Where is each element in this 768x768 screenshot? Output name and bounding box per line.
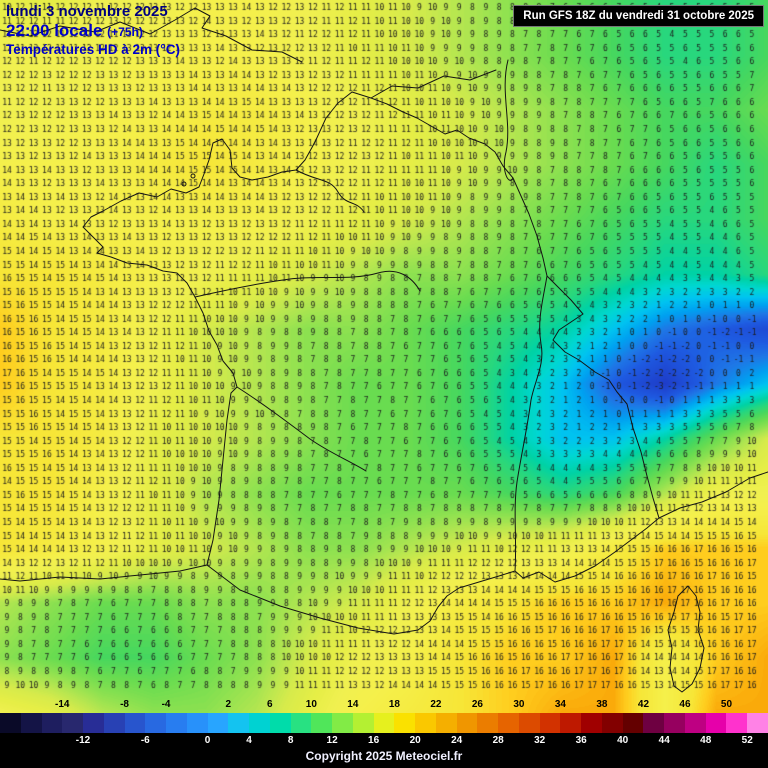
colorbar-segment [311, 713, 332, 733]
scale-label: 48 [700, 735, 712, 746]
colorbar-segment [103, 713, 125, 733]
scale-label: 24 [451, 735, 463, 746]
scale-label: 28 [492, 735, 504, 746]
scale-label: 38 [596, 699, 608, 710]
colorbar-segment [83, 713, 104, 733]
colorbar-segment [394, 713, 415, 733]
scale-label: 0 [204, 735, 211, 746]
colorbar-segment [560, 713, 581, 733]
colorbar-segment [664, 713, 685, 733]
colorbar-segment [249, 713, 270, 733]
scale-label: 16 [368, 735, 380, 746]
scale-label: -14 [55, 699, 70, 710]
colorbar-segment [269, 713, 291, 733]
colorbar-segment [622, 713, 644, 733]
scale-label: -12 [75, 735, 91, 746]
colorbar-segment [207, 713, 229, 733]
colorbar-segment [166, 713, 187, 733]
colorbar-segment [62, 713, 83, 733]
scale-label: 42 [637, 699, 650, 710]
colorbar-segment [456, 713, 478, 733]
scale-top-labels: -14 -8 -4 2 6 10 14 18 22 26 30 34 38 42 46 50 [0, 699, 768, 712]
colorbar-segment [498, 713, 519, 733]
colorbar-segment [539, 713, 561, 733]
scale-label: 4 [246, 735, 252, 746]
colorbar-segment [228, 713, 249, 733]
footer-strip: -12 -6 0 4 8 12 16 20 24 28 32 36 40 44 48 52 Copyright… [0, 733, 768, 768]
scale-label: 8 [287, 735, 294, 746]
valid-time-text: 22:00 locale [6, 20, 103, 40]
colorbar-segment [124, 713, 146, 733]
scale-bottom-labels: -12 -6 0 4 8 12 16 20 24 28 32 36 40 44 48 52 [0, 735, 768, 747]
scale-label: 2 [225, 699, 232, 710]
scale-label: 14 [347, 699, 359, 710]
colorbar-segment [726, 713, 747, 733]
scale-label: 12 [326, 735, 338, 746]
valid-date-label: lundi 3 novembre 2025 [6, 3, 168, 20]
colorbar-segment [581, 713, 602, 733]
scale-label: 46 [679, 699, 691, 710]
product-label: Températures HD à 2m (°C) [6, 41, 180, 57]
scale-label: -6 [140, 735, 150, 746]
colorbar-segment [186, 713, 208, 733]
colorbar-segment [145, 713, 166, 733]
colorbar-segment [705, 713, 727, 733]
scale-label: 26 [471, 699, 483, 710]
copyright-label: Copyright 2025 Meteociel.fr [305, 749, 463, 763]
scale-label: 10 [305, 699, 317, 710]
colorbar-segment [373, 713, 395, 733]
colorbar-segment [41, 713, 63, 733]
run-info-box: Run GFS 18Z du vendredi 31 octobre 2025 [513, 5, 764, 27]
scale-label: 6 [267, 699, 273, 710]
colorbar-segment [684, 713, 706, 733]
colorbar-segment [20, 713, 42, 733]
colorbar-segment [518, 713, 540, 733]
colorbar [0, 713, 768, 733]
colorbar-segment [290, 713, 312, 733]
valid-time-label: 22:00 locale (+75h) [6, 21, 180, 40]
scale-label: 52 [741, 735, 753, 746]
colorbar-segment [332, 713, 353, 733]
scale-label: 22 [430, 699, 442, 710]
colorbar-segment [643, 713, 664, 733]
colorbar-segment [477, 713, 498, 733]
scale-label: 18 [388, 699, 400, 710]
colorbar-segment [747, 713, 768, 733]
forecast-offset-label: (+75h) [107, 24, 143, 39]
scale-label: 30 [513, 699, 525, 710]
colorbar-segment [0, 713, 21, 733]
scale-label: 32 [534, 735, 546, 746]
colorbar-segment [352, 713, 374, 733]
scale-label: 40 [617, 735, 629, 746]
scale-label: -8 [120, 699, 129, 710]
title-block: lundi 3 novembre 2025 22:00 locale (+75h… [6, 3, 180, 57]
scale-label: -4 [161, 699, 171, 710]
colorbar-segment [415, 713, 436, 733]
temperature-field-canvas [0, 0, 768, 713]
scale-label: 20 [409, 735, 421, 746]
scale-label: 50 [720, 699, 733, 710]
colorbar-segment [601, 713, 623, 733]
scale-label: 44 [658, 735, 670, 746]
scale-label: 36 [575, 735, 587, 746]
colorbar-segment [435, 713, 457, 733]
scale-label: 34 [554, 699, 566, 710]
